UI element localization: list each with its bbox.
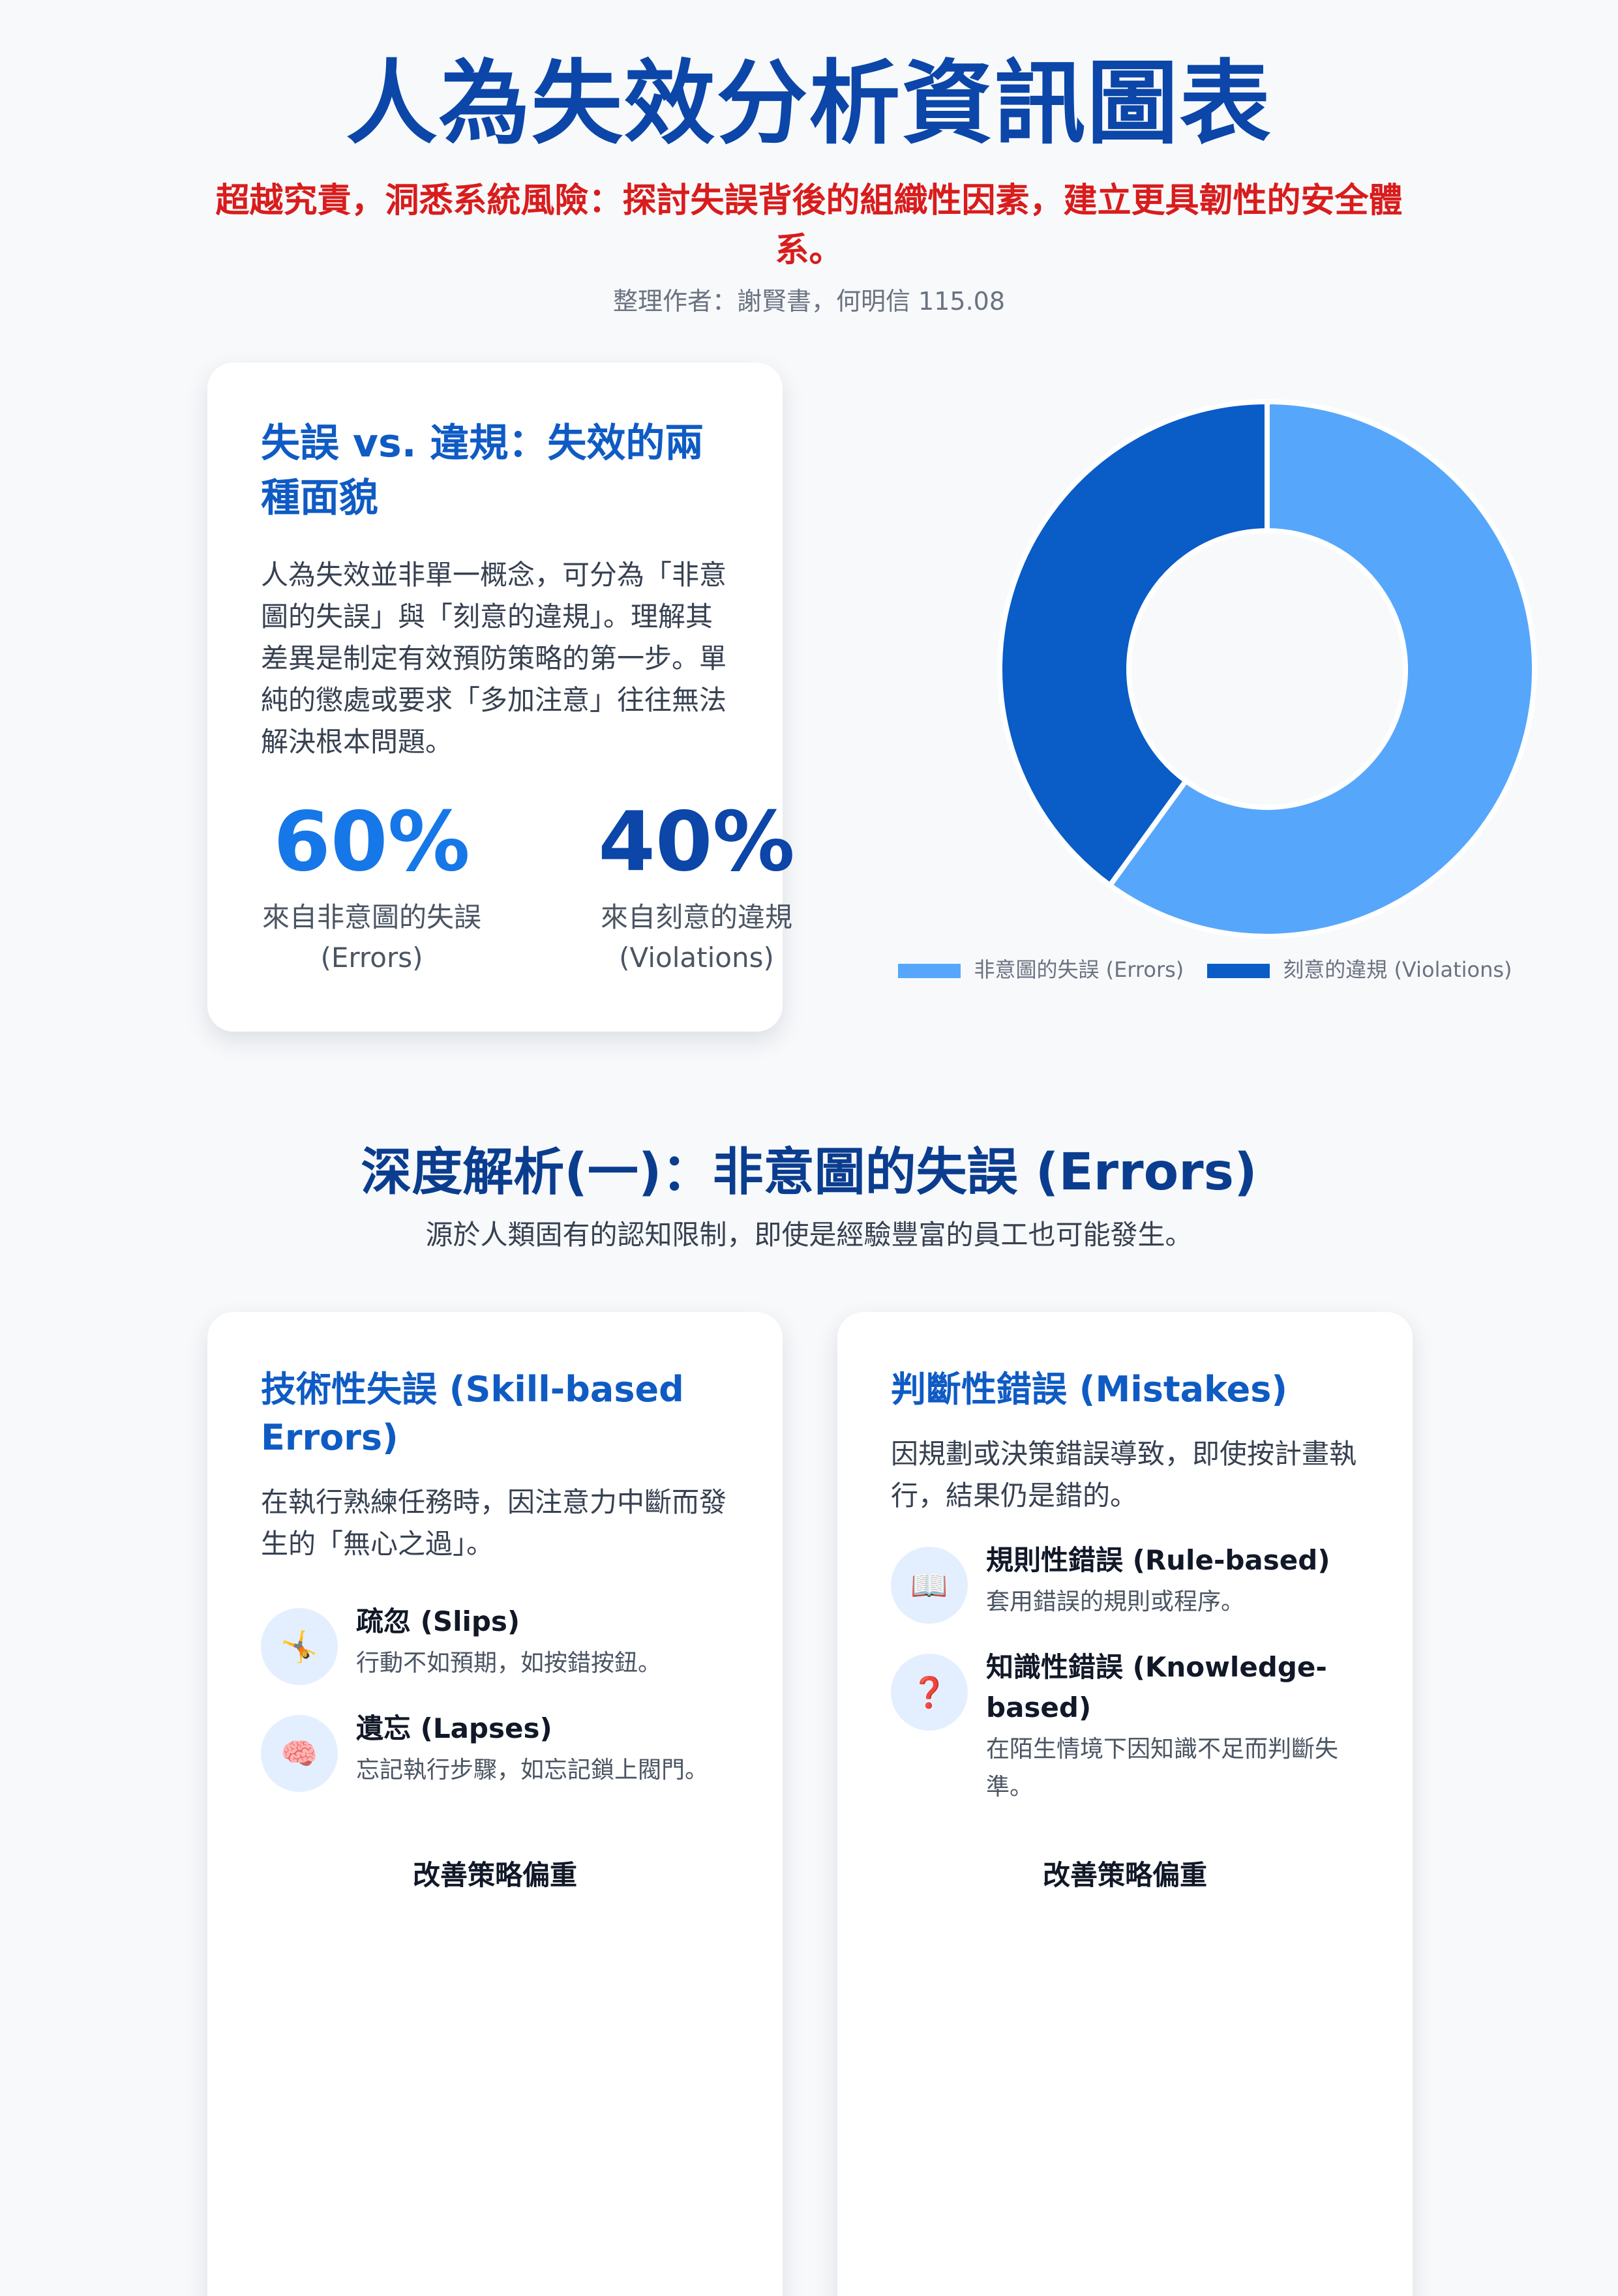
strategy-heading: 改善策略偏重 [1042, 1859, 1207, 1891]
book-icon: 📖 [891, 1547, 968, 1624]
item-desc: 在陌生情境下因知識不足而判斷失準。 [986, 1736, 1339, 1800]
overview-card: 失誤 vs. 違規：失效的兩種面貌 人為失效並非單一概念，可分為「非意圖的失誤」… [207, 363, 795, 1032]
page-title: 人為失效分析資訊圖表 [346, 51, 1272, 157]
skill-errors-title: 技術性失誤 (Skill-based Errors) [261, 1369, 684, 1458]
chart-legend[interactable]: 非意圖的失誤 (Errors) 刻意的違規 (Violations) [814, 953, 1596, 983]
stat-violations: 40% 來自刻意的違規 (Violations) [579, 793, 814, 978]
brain-icon: 🧠 [261, 1715, 338, 1792]
list-item: 🧠 遺忘 (Lapses) 忘記執行步驟，如忘記鎖上閥門。 [261, 1708, 729, 1792]
stat-errors: 60% 來自非意圖的失誤 (Errors) [254, 793, 489, 978]
page-subtitle: 超越究責，洞悉系統風險：探討失誤背後的組織性因素，建立更具韌性的安全體系。 [215, 181, 1403, 270]
legend-label: 刻意的違規 (Violations) [1283, 957, 1512, 982]
legend-swatch [898, 964, 961, 978]
donut-slice-0[interactable] [1106, 398, 1537, 939]
donut-slice-1[interactable] [997, 398, 1270, 889]
list-item: 🤸 疏忽 (Slips) 行動不如預期，如按錯按鈕。 [261, 1602, 729, 1685]
item-desc: 套用錯誤的規則或程序。 [986, 1588, 1245, 1615]
donut-chart [814, 363, 1596, 1032]
legend-item-1[interactable]: 刻意的違規 (Violations) [1207, 953, 1512, 983]
legend-item-0[interactable]: 非意圖的失誤 (Errors) [898, 953, 1184, 983]
mistakes-body: 因規劃或決策錯誤導致，即使按計畫執行，結果仍是錯的。 [891, 1438, 1357, 1512]
overview-title: 失誤 vs. 違規：失效的兩種面貌 [261, 421, 704, 521]
stat-errors-value: 60% [273, 794, 470, 889]
skill-errors-body: 在執行熟練任務時，因注意力中斷而發生的「無心之過」。 [261, 1486, 727, 1560]
author-line: 整理作者：謝賢書，何明信 115.08 [612, 287, 1006, 316]
question-mark-icon: ❓ [891, 1654, 968, 1731]
stat-violations-value: 40% [598, 794, 795, 889]
item-title: 規則性錯誤 (Rule-based) [986, 1544, 1330, 1576]
legend-label: 非意圖的失誤 (Errors) [974, 957, 1184, 982]
item-title: 疏忽 (Slips) [356, 1605, 520, 1637]
skill-errors-card: 技術性失誤 (Skill-based Errors) 在執行熟練任務時，因注意力… [207, 1312, 783, 2296]
mistakes-title: 判斷性錯誤 (Mistakes) [891, 1369, 1288, 1410]
item-desc: 行動不如預期，如按錯按鈕。 [356, 1650, 662, 1677]
donut-chart-svg [997, 398, 1537, 939]
stat-errors-label: 來自非意圖的失誤 (Errors) [262, 901, 481, 974]
stat-violations-label: 來自刻意的違規 (Violations) [600, 901, 792, 974]
mistakes-card: 判斷性錯誤 (Mistakes) 因規劃或決策錯誤導致，即使按計畫執行，結果仍是… [837, 1312, 1413, 2296]
item-title: 遺忘 (Lapses) [356, 1712, 552, 1744]
section-title: 深度解析(一)：非意圖的失誤 (Errors) [361, 1143, 1257, 1202]
legend-swatch [1207, 964, 1270, 978]
list-item: ❓ 知識性錯誤 (Knowledge-based) 在陌生情境下因知識不足而判斷… [891, 1647, 1359, 1806]
overview-body: 人為失效並非單一概念，可分為「非意圖的失誤」與「刻意的違規」。理解其差異是制定有… [261, 559, 727, 758]
item-title: 知識性錯誤 (Knowledge-based) [986, 1651, 1327, 1723]
header: 人為失效分析資訊圖表 超越究責，洞悉系統風險：探討失誤背後的組織性因素，建立更具… [0, 39, 1618, 320]
strategy-heading: 改善策略偏重 [412, 1859, 577, 1891]
tripping-person-icon: 🤸 [261, 1608, 338, 1685]
section-subtitle: 源於人類固有的認知限制，即使是經驗豐富的員工也可能發生。 [425, 1219, 1193, 1251]
skill-errors-list: 🤸 疏忽 (Slips) 行動不如預期，如按錯按鈕。 🧠 遺忘 (Lapses)… [261, 1602, 729, 1792]
list-item: 📖 規則性錯誤 (Rule-based) 套用錯誤的規則或程序。 [891, 1540, 1359, 1624]
item-desc: 忘記執行步驟，如忘記鎖上閥門。 [356, 1757, 709, 1783]
mistakes-list: 📖 規則性錯誤 (Rule-based) 套用錯誤的規則或程序。 ❓ 知識性錯誤… [891, 1540, 1359, 1806]
